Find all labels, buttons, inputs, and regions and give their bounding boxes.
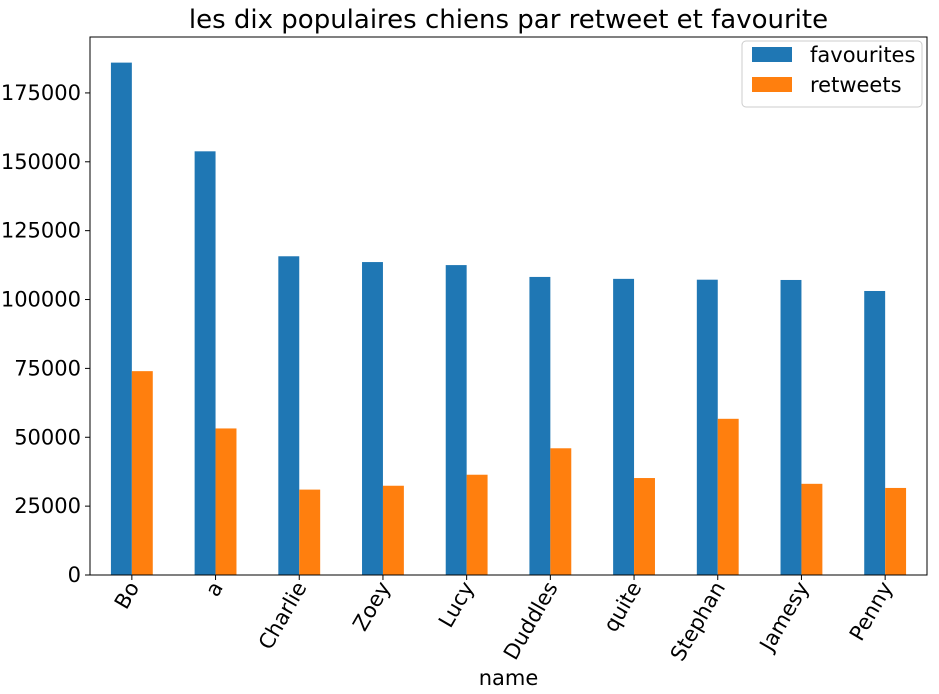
bar-favourites-Stephan — [696, 279, 718, 575]
legend-swatch-retweets — [752, 77, 792, 92]
y-tick-label: 125000 — [1, 219, 81, 243]
y-tick-label: 175000 — [1, 81, 81, 105]
bar-retweets-Penny — [885, 487, 907, 575]
bar-retweets-a — [215, 428, 237, 575]
bar-retweets-quite — [634, 478, 655, 575]
x-tick-label: Bo — [110, 578, 144, 614]
bar-retweets-Bo — [131, 371, 153, 575]
x-tick-label: quite — [599, 578, 647, 636]
y-axis: 0 25000 50000 75000 100000 125000 150000 175000 — [1, 81, 90, 587]
bars-layer — [110, 62, 907, 576]
y-tick-label: 150000 — [1, 150, 81, 174]
y-tick-label: 0 — [68, 563, 81, 587]
legend-label-favourites: favourites — [810, 43, 915, 67]
bar-favourites-Duddles — [529, 276, 551, 575]
x-tick-label: Stephan — [666, 578, 730, 666]
x-tick-label: Jamesy — [754, 578, 814, 657]
y-tick-label: 75000 — [14, 356, 81, 380]
bar-favourites-Bo — [110, 62, 132, 576]
x-tick-label: Lucy — [434, 578, 479, 632]
y-tick-label: 100000 — [1, 288, 81, 312]
plot-frame — [89, 36, 928, 576]
bar-retweets-Lucy — [466, 474, 488, 575]
x-tick-label: Charlie — [254, 578, 312, 654]
bar-favourites-Lucy — [445, 265, 467, 575]
bar-favourites-quite — [613, 278, 635, 575]
legend-label-retweets: retweets — [810, 73, 902, 97]
legend-swatch-favourites — [752, 47, 792, 62]
bar-retweets-Zoey — [382, 485, 404, 575]
axes-layer — [89, 36, 928, 576]
bar-favourites-Charlie — [278, 256, 300, 575]
x-tick-label: Penny — [845, 578, 898, 645]
legend: favourites retweets — [741, 40, 923, 108]
chart-title: les dix populaires chiens par retweet et… — [189, 5, 828, 35]
bar-favourites-Penny — [864, 290, 886, 575]
bar-retweets-Stephan — [717, 418, 739, 575]
bar-retweets-Duddles — [550, 448, 572, 575]
x-tick-label: a — [201, 578, 228, 601]
x-tick-label: Duddles — [499, 578, 563, 664]
y-tick-label: 50000 — [14, 425, 81, 449]
y-tick-label: 25000 — [14, 494, 81, 518]
bar-retweets-Jamesy — [801, 483, 823, 575]
x-axis-label: name — [479, 666, 539, 690]
x-tick-label: Zoey — [348, 578, 395, 636]
x-axis: Bo a Charlie Zoey Lucy Duddles quite Stephan Jam… — [110, 575, 898, 666]
bar-favourites-Jamesy — [780, 279, 802, 575]
bar-retweets-Charlie — [299, 489, 321, 575]
bar-favourites-a — [194, 151, 216, 575]
bar-favourites-Zoey — [362, 262, 383, 575]
